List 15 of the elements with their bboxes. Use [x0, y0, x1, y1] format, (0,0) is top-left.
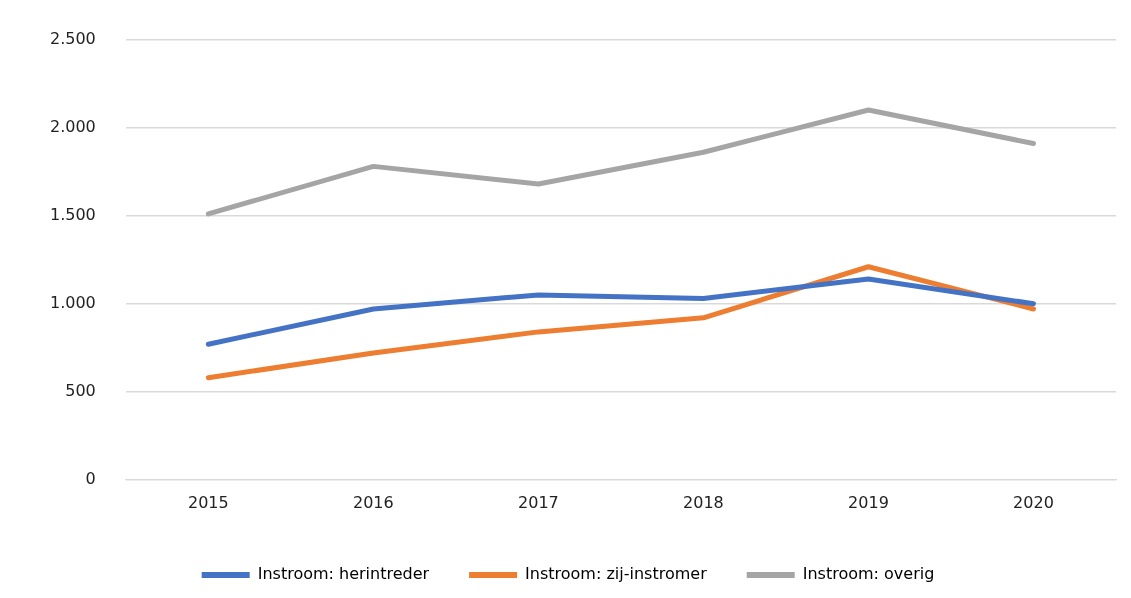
legend-label: Instroom: herintreder: [257, 564, 430, 584]
y-tick-label: 1.500: [49, 204, 96, 224]
x-tick-label: 2016: [352, 492, 394, 512]
legend-label: Instroom: overig: [802, 564, 935, 584]
y-tick-label: 2.000: [49, 116, 96, 136]
y-tick-label: 0: [85, 468, 96, 488]
y-tick-label: 500: [65, 380, 96, 400]
legend-label: Instroom: zij-instromer: [525, 564, 708, 584]
x-tick-label: 2017: [518, 492, 559, 512]
y-tick-label: 1.000: [49, 292, 96, 312]
x-tick-label: 2015: [187, 492, 229, 512]
x-tick-label: 2018: [683, 492, 724, 512]
x-tick-label: 2019: [848, 492, 889, 512]
x-tick-label: 2020: [1013, 492, 1054, 512]
y-tick-label: 2.500: [49, 28, 96, 48]
